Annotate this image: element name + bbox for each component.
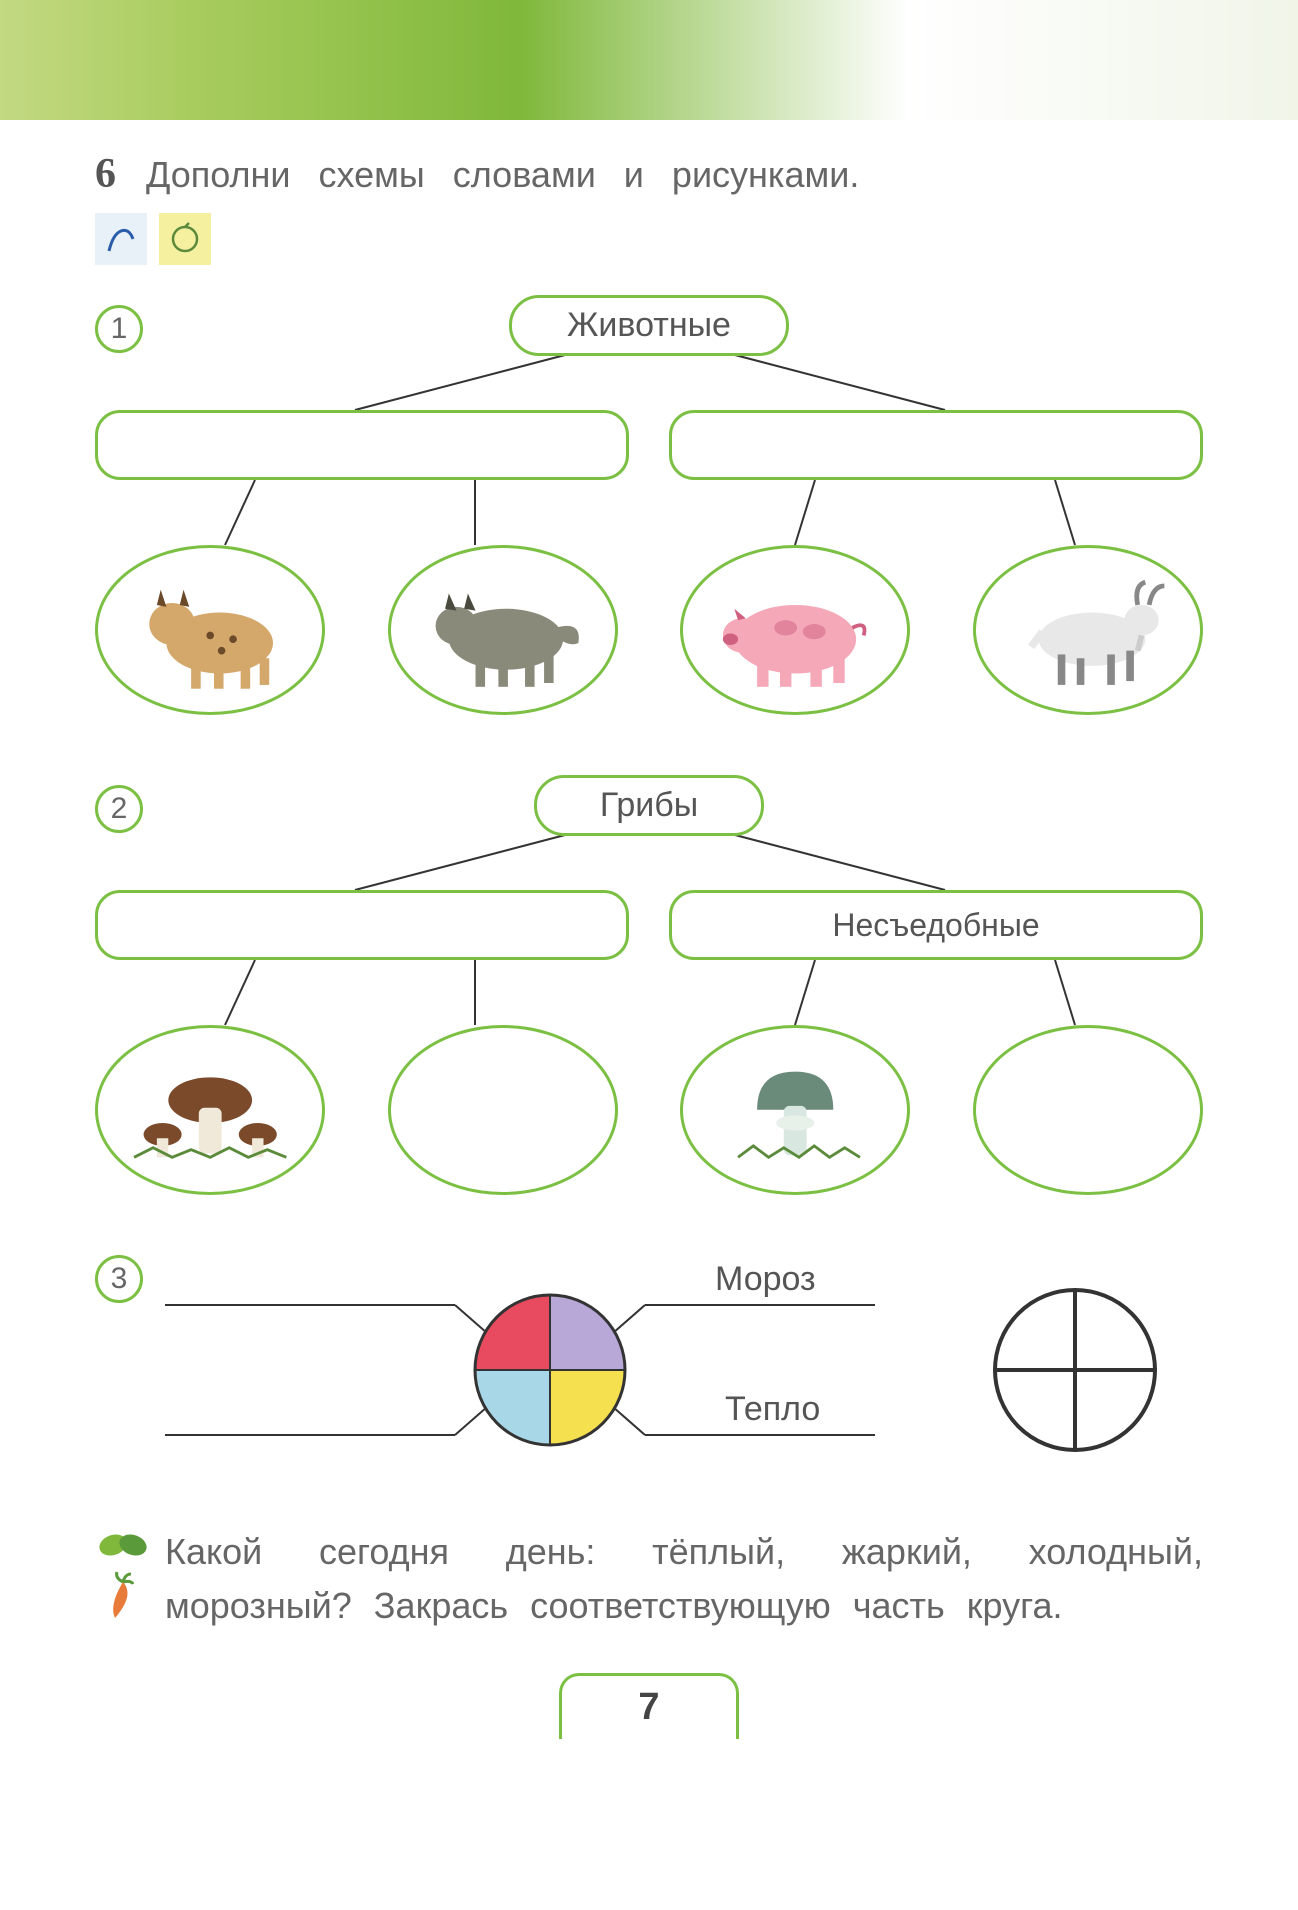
- task-1-leaf-pig: [680, 545, 910, 715]
- wolf-icon: [407, 560, 597, 699]
- lynx-icon: [115, 560, 305, 699]
- task-2-branch-left[interactable]: [95, 890, 629, 960]
- bottom-question: Какой сегодня день: тёплый, жаркий, холо…: [95, 1525, 1203, 1633]
- inedible-mushroom-icon: [700, 1040, 890, 1179]
- tool-icons: [95, 213, 1203, 265]
- task-1: 1 Животные: [95, 295, 1203, 715]
- task-3-diagram: [95, 1255, 1203, 1475]
- task-1-leaf-wolf: [388, 545, 618, 715]
- task-1-leaf-goat: [973, 545, 1203, 715]
- carrot-icon: [95, 1570, 150, 1625]
- label-moroz: Мороз: [715, 1260, 816, 1299]
- task-1-branch-right[interactable]: [669, 410, 1203, 480]
- task-2-number: 2: [95, 785, 143, 833]
- task-2: 2 Грибы Несъедобные: [95, 775, 1203, 1195]
- pig-icon: [700, 560, 890, 699]
- exercise-number: 6: [95, 150, 116, 198]
- page-content: 6 Дополни схемы словами и рисунками. 1: [0, 120, 1298, 1759]
- task-2-leaf-empty-1[interactable]: [388, 1025, 618, 1195]
- exercise-header: 6 Дополни схемы словами и рисунками.: [95, 150, 1203, 198]
- page-number: 7: [559, 1673, 739, 1739]
- task-1-leaf-lynx: [95, 545, 325, 715]
- task-2-root: Грибы: [534, 775, 764, 836]
- page-header-band: [0, 0, 1298, 120]
- task-2-leaf-inedible-mushroom: [680, 1025, 910, 1195]
- task-2-branch-right: Несъедобные: [669, 890, 1203, 960]
- task-1-number: 1: [95, 305, 143, 353]
- task-2-leaf-edible-mushroom: [95, 1025, 325, 1195]
- edible-mushroom-icon: [115, 1040, 305, 1179]
- leaves-icon: [95, 1525, 150, 1565]
- pen-icon: [95, 213, 147, 265]
- task-3: 3 Мороз Тепло: [95, 1255, 1203, 1475]
- task-1-branch-left[interactable]: [95, 410, 629, 480]
- task-2-leaf-empty-2[interactable]: [973, 1025, 1203, 1195]
- task-1-root: Животные: [509, 295, 789, 356]
- goat-icon: [993, 560, 1183, 699]
- bottom-question-text: Какой сегодня день: тёплый, жаркий, холо…: [165, 1525, 1203, 1633]
- pencil-icon: [159, 213, 211, 265]
- label-teplo: Тепло: [725, 1390, 820, 1429]
- exercise-title: Дополни схемы словами и рисунками.: [146, 154, 859, 196]
- bottom-icons: [95, 1525, 155, 1633]
